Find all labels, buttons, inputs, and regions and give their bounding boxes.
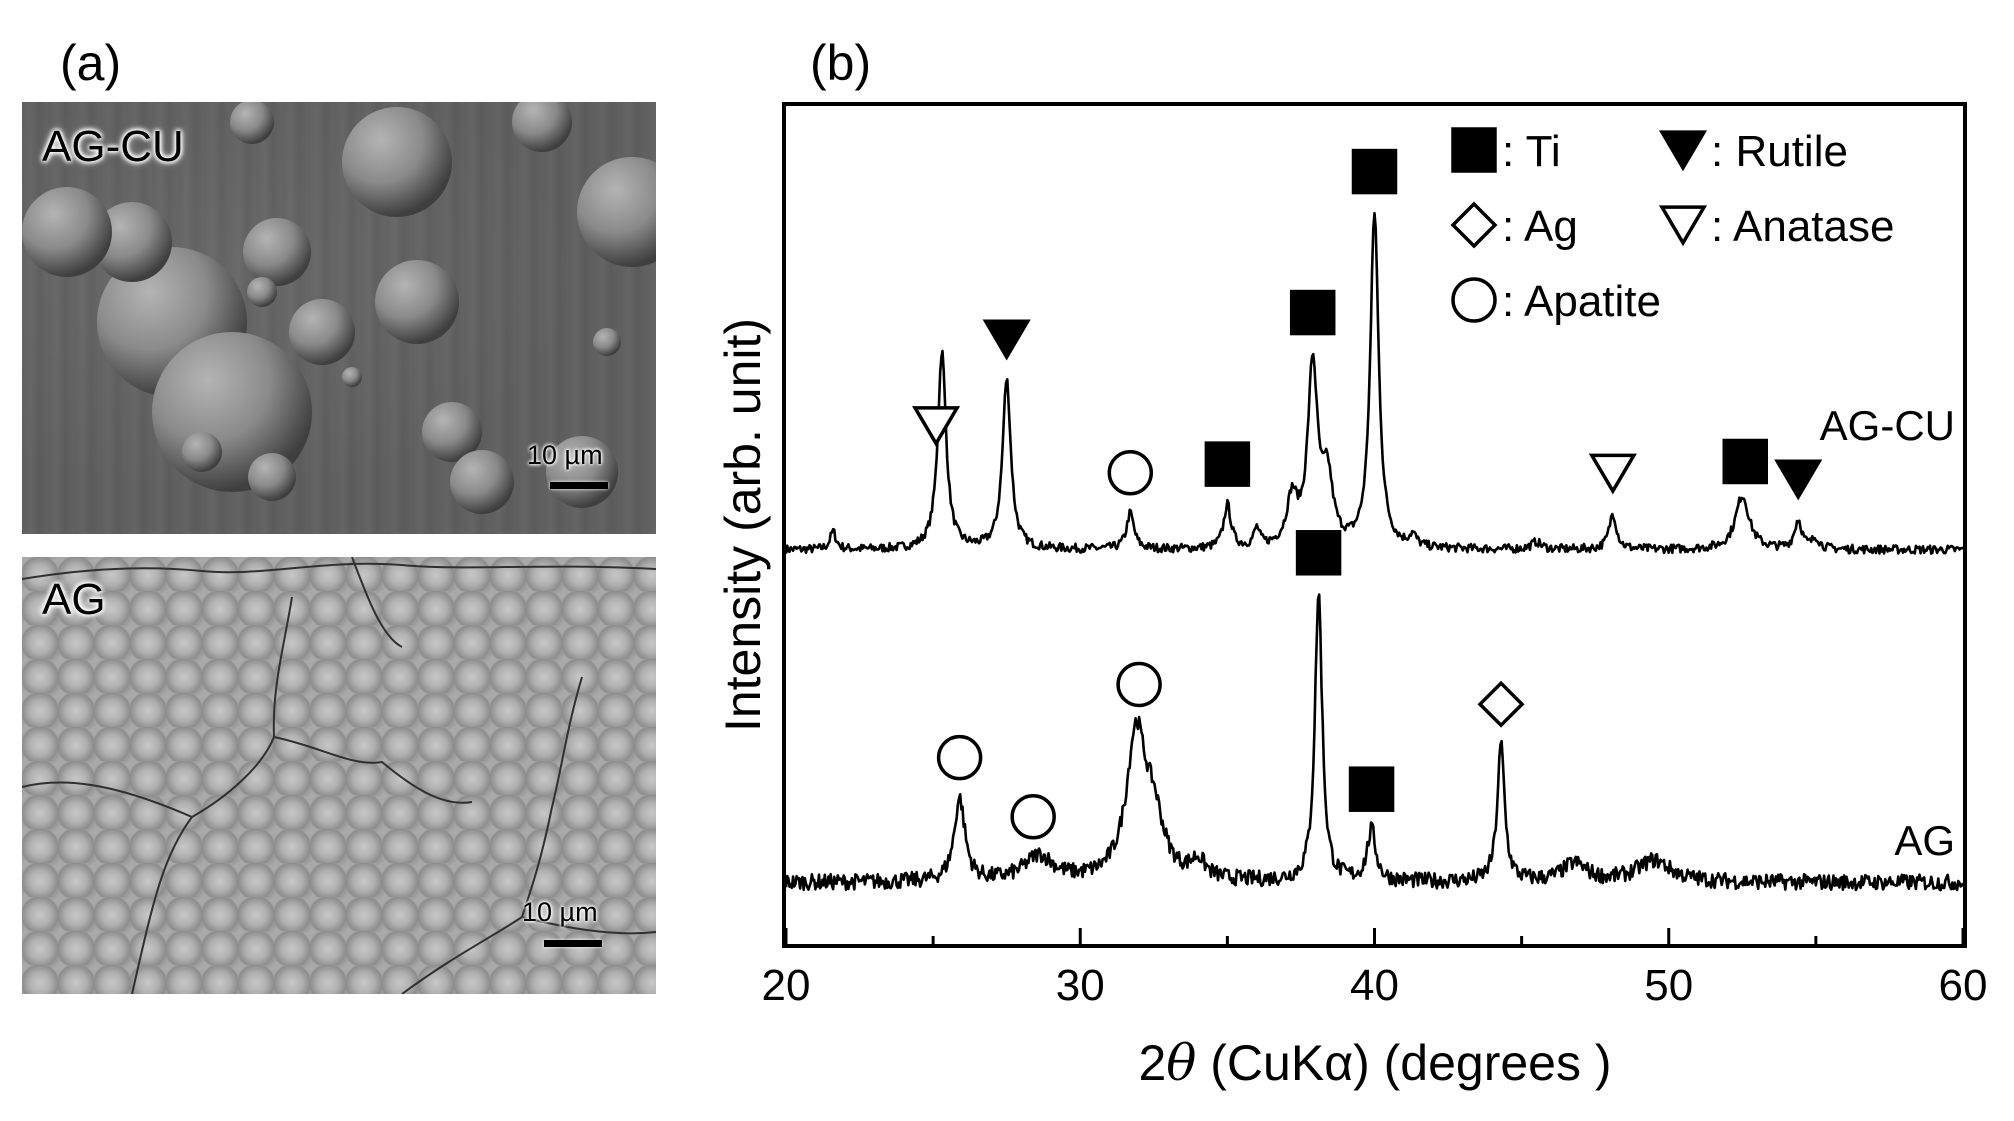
sem-label-ag-cu: AG-CU [42,122,184,171]
scale-bar-bottom [544,940,602,947]
marker-open-down-triangle [1658,205,1708,247]
sphere [512,102,572,152]
marker-filled-square [1204,441,1251,487]
marker-open-circle [1451,277,1497,323]
marker-open-circle [1010,793,1056,840]
sem-label-ag: AG [42,575,106,624]
sphere [182,432,222,472]
marker-open-down-triangle [912,406,961,448]
scale-bar-top [550,482,608,489]
scale-label-bottom: 10 µm [522,897,598,927]
marker-open-diamond [1477,680,1525,728]
sphere [546,436,618,508]
sphere [593,328,621,356]
x-axis-title: 2θ (CuKα) (degrees ) [1138,1034,1611,1092]
marker-filled-down-triangle [1658,130,1708,172]
series-line-ag-cu [784,211,1964,555]
marker-open-down-triangle [1588,453,1637,495]
legend-label: : Rutile [1711,127,1848,176]
sphere [289,299,355,365]
legend-label: : Ti [1502,127,1561,176]
scale-label-top: 10 µm [527,440,603,470]
marker-filled-square [1289,289,1336,336]
legend-label: : Ag [1502,202,1578,251]
marker-open-circle [1116,661,1162,708]
sphere [243,218,311,286]
marker-filled-down-triangle [1774,459,1823,501]
legend-label: : Anatase [1711,202,1894,251]
marker-open-circle [1107,450,1154,496]
marker-filled-square [1351,148,1398,195]
sem-image-ag-cu: AG-CU 10 µm [22,102,656,534]
sem-spheres [22,102,656,514]
marker-open-diamond [1450,201,1498,249]
legend-label: : Apatite [1502,277,1661,326]
sphere [248,453,296,501]
series-label: AG-CU [1820,402,1955,449]
sphere [342,107,452,217]
marker-filled-square [1348,766,1395,812]
sem-image-ag: AG 10 µm [22,557,656,994]
panel-a-label: (a) [60,35,122,91]
sphere [342,367,362,387]
x-tick-label: 50 [1644,961,1693,1010]
marker-filled-down-triangle [982,319,1031,361]
sphere [247,277,277,307]
y-axis-title: Intensity (arb. unit) [715,318,771,732]
sphere [230,102,274,144]
sphere [422,402,482,462]
x-tick-label: 30 [1056,961,1105,1010]
sphere [92,202,172,282]
sphere [375,260,459,344]
marker-filled-square [1451,127,1497,173]
series-line-ag [784,593,1965,892]
series-label: AG [1894,817,1955,864]
marker-open-circle [936,734,983,781]
sem-cracks [22,557,656,994]
x-tick-label: 20 [762,961,811,1010]
x-tick-label: 60 [1939,961,1988,1010]
marker-filled-square [1722,438,1769,485]
panel-b-label: (b) [810,35,872,91]
x-tick-label: 40 [1350,961,1399,1010]
sphere [577,157,656,267]
marker-filled-square [1295,530,1342,576]
sphere [450,450,514,514]
sphere [22,187,112,277]
